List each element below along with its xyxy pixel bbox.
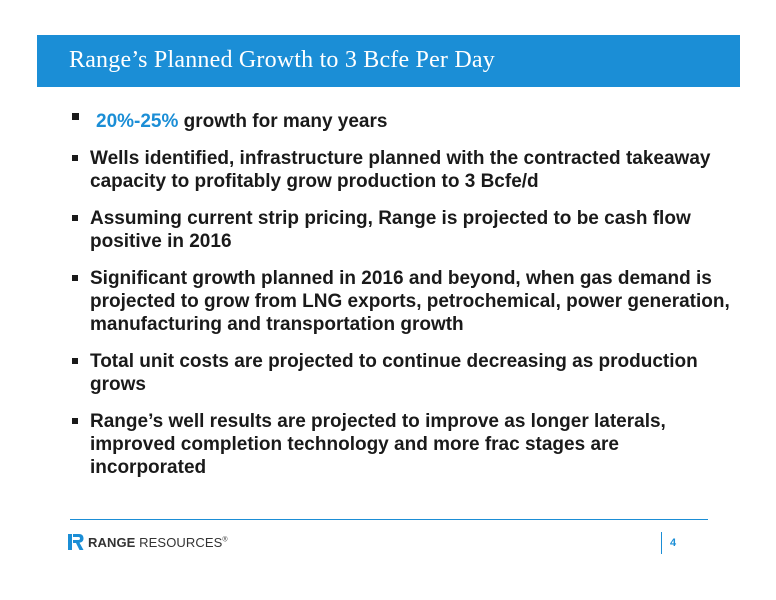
page-number-divider bbox=[661, 532, 662, 554]
bullet-text: growth for many years bbox=[178, 111, 388, 132]
bullet-text: Significant growth planned in 2016 and b… bbox=[90, 268, 730, 335]
bullet-highlight: 20%-25% bbox=[96, 111, 179, 132]
logo-text-bold: RANGE bbox=[88, 534, 136, 550]
logo-text: RANGE RESOURCES® bbox=[88, 535, 228, 550]
bullet-item: Total unit costs are projected to contin… bbox=[72, 350, 732, 396]
bullet-square-icon bbox=[72, 155, 78, 161]
slide-title: Range’s Planned Growth to 3 Bcfe Per Day bbox=[69, 47, 495, 73]
bullet-item: Assuming current strip pricing, Range is… bbox=[72, 207, 732, 253]
page-number: 4 bbox=[670, 537, 677, 549]
bullet-text: Assuming current strip pricing, Range is… bbox=[90, 208, 691, 252]
logo-text-regular: RESOURCES bbox=[135, 534, 223, 550]
bullet-square-icon bbox=[72, 215, 78, 221]
bullet-item: Significant growth planned in 2016 and b… bbox=[72, 267, 732, 336]
bullet-square-icon bbox=[72, 113, 79, 120]
bullet-square-icon bbox=[72, 418, 78, 424]
company-logo: RANGE RESOURCES® bbox=[68, 534, 228, 550]
bullet-text: Total unit costs are projected to contin… bbox=[90, 351, 698, 395]
bullet-list: 20%-25% growth for many years Wells iden… bbox=[72, 110, 732, 493]
bullet-text: Range’s well results are projected to im… bbox=[90, 411, 666, 478]
bullet-square-icon bbox=[72, 358, 78, 364]
logo-registered-mark: ® bbox=[222, 536, 228, 544]
bullet-square-icon bbox=[72, 275, 78, 281]
bullet-item: 20%-25% growth for many years bbox=[72, 110, 732, 133]
bullet-item: Range’s well results are projected to im… bbox=[72, 410, 732, 479]
bullet-text: Wells identified, infrastructure planned… bbox=[90, 148, 711, 192]
range-resources-r-icon bbox=[68, 534, 84, 550]
title-bar: Range’s Planned Growth to 3 Bcfe Per Day bbox=[37, 35, 740, 87]
bullet-item: Wells identified, infrastructure planned… bbox=[72, 147, 732, 193]
footer-divider bbox=[70, 519, 708, 520]
